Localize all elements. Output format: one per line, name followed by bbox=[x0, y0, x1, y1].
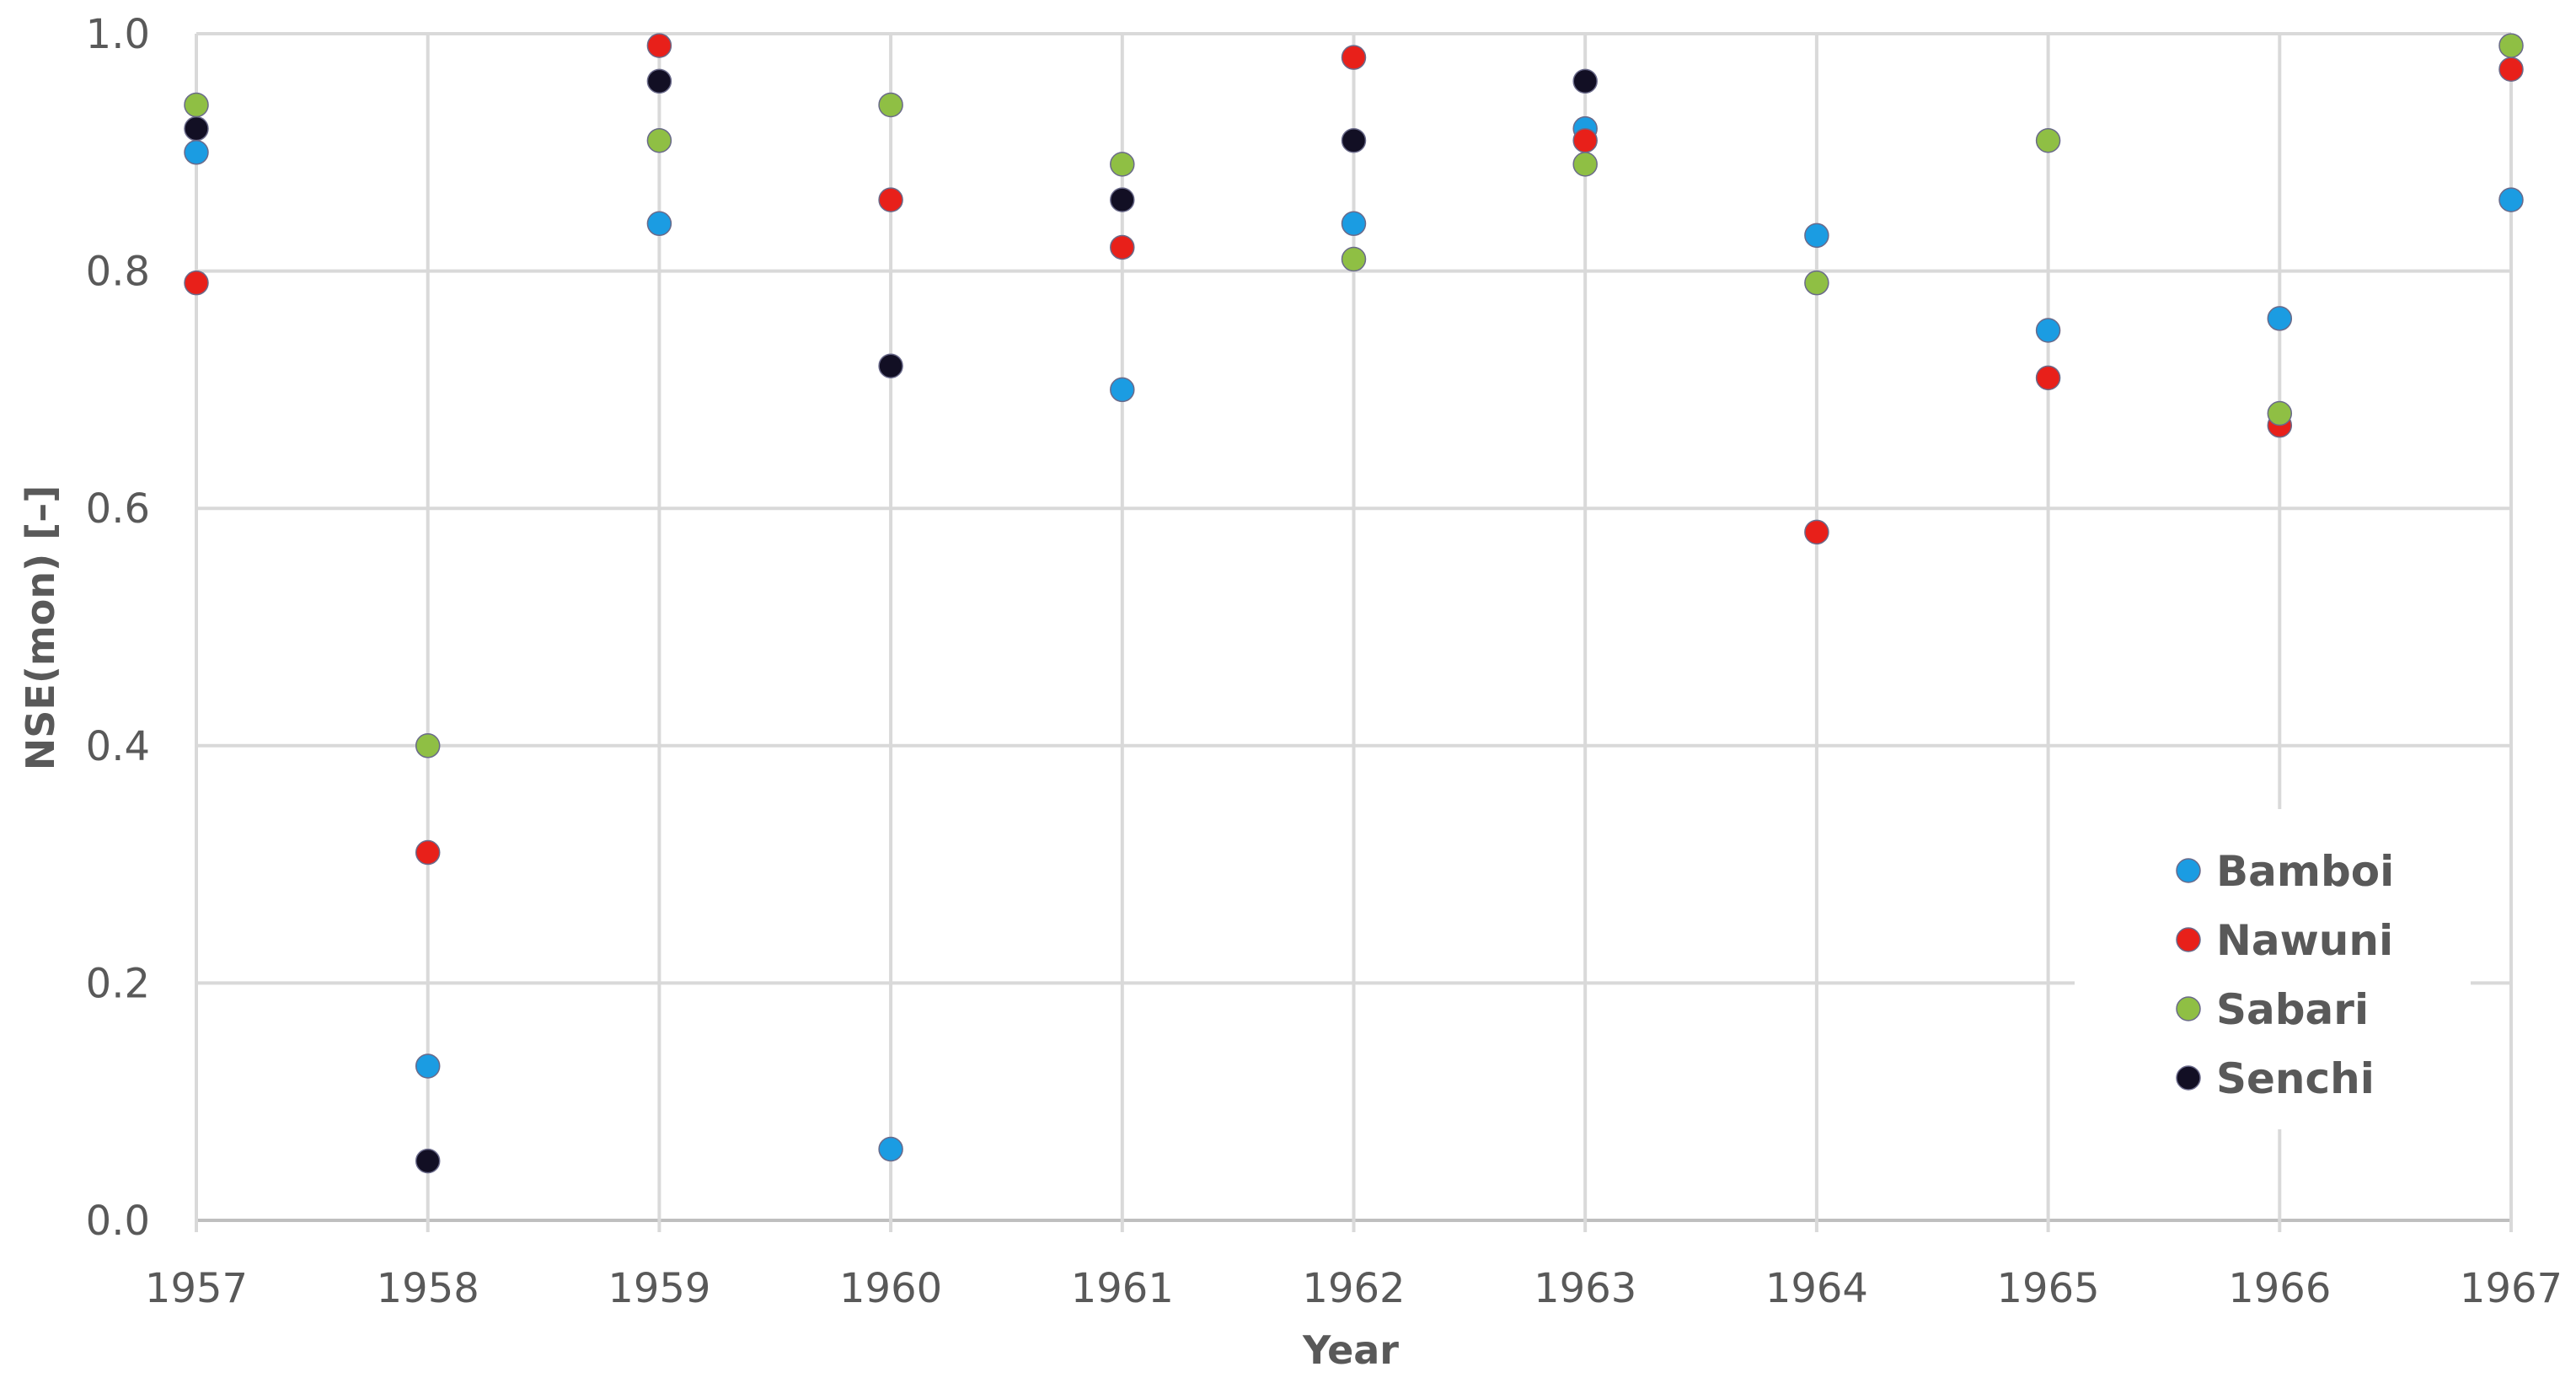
point-bamboi bbox=[2267, 306, 2293, 331]
point-sabari bbox=[1804, 270, 1829, 296]
point-bamboi bbox=[2035, 318, 2061, 343]
point-nawuni bbox=[1804, 519, 1829, 545]
y-axis-ticks: 0.0 0.2 0.4 0.6 0.8 1.0 bbox=[86, 11, 150, 1245]
point-nawuni bbox=[1572, 127, 1598, 153]
x-tick-label: 1959 bbox=[608, 1265, 710, 1312]
point-senchi bbox=[1341, 127, 1367, 153]
legend-label-senchi: Senchi bbox=[2216, 1054, 2375, 1103]
point-nawuni bbox=[1110, 234, 1135, 260]
y-tick-label: 1.0 bbox=[86, 11, 150, 58]
x-tick-label: 1965 bbox=[1997, 1265, 2100, 1312]
point-sabari bbox=[2035, 127, 2061, 153]
point-bamboi bbox=[646, 211, 672, 237]
point-sabari bbox=[2267, 400, 2293, 426]
legend-label-bamboi: Bamboi bbox=[2216, 847, 2394, 896]
legend-background bbox=[2075, 809, 2471, 1129]
point-sabari bbox=[415, 733, 441, 759]
point-bamboi bbox=[415, 1053, 441, 1079]
point-senchi bbox=[1110, 187, 1135, 212]
point-senchi bbox=[415, 1148, 441, 1174]
y-tick-label: 0.0 bbox=[86, 1198, 150, 1245]
x-tick-label: 1961 bbox=[1071, 1265, 1174, 1312]
data-points bbox=[184, 33, 2524, 1174]
point-sabari bbox=[184, 92, 209, 118]
legend-marker-nawuni bbox=[2176, 927, 2201, 952]
point-sabari bbox=[2498, 33, 2524, 58]
x-tick-label: 1960 bbox=[839, 1265, 942, 1312]
point-nawuni bbox=[415, 839, 441, 866]
x-tick-label: 1962 bbox=[1302, 1265, 1405, 1312]
point-senchi bbox=[878, 353, 903, 378]
y-tick-label: 0.8 bbox=[86, 249, 150, 296]
x-tick-label: 1967 bbox=[2460, 1265, 2563, 1312]
legend-marker-sabari bbox=[2176, 996, 2201, 1021]
x-tick-label: 1957 bbox=[145, 1265, 248, 1312]
x-tick-label: 1966 bbox=[2228, 1265, 2331, 1312]
legend: Bamboi Nawuni Sabari Senchi bbox=[2075, 809, 2471, 1129]
point-bamboi bbox=[1341, 211, 1367, 237]
legend-label-nawuni: Nawuni bbox=[2216, 916, 2393, 965]
y-tick-label: 0.4 bbox=[86, 723, 150, 770]
x-tick-label: 1964 bbox=[1765, 1265, 1868, 1312]
point-sabari bbox=[1341, 246, 1367, 272]
y-tick-label: 0.2 bbox=[86, 960, 150, 1007]
point-bamboi bbox=[184, 140, 209, 165]
legend-marker-senchi bbox=[2176, 1065, 2201, 1091]
point-nawuni bbox=[646, 33, 672, 58]
point-senchi bbox=[646, 68, 672, 94]
point-nawuni bbox=[2035, 365, 2061, 391]
point-bamboi bbox=[878, 1136, 903, 1162]
point-bamboi bbox=[2498, 187, 2524, 212]
point-nawuni bbox=[184, 270, 209, 296]
x-tick-label: 1958 bbox=[377, 1265, 479, 1312]
y-tick-label: 0.6 bbox=[86, 485, 150, 533]
point-senchi bbox=[184, 115, 209, 142]
point-bamboi bbox=[1804, 222, 1829, 249]
point-nawuni bbox=[1341, 45, 1367, 70]
x-tick-label: 1963 bbox=[1534, 1265, 1636, 1312]
point-senchi bbox=[1572, 68, 1598, 94]
point-sabari bbox=[878, 92, 903, 118]
point-nawuni bbox=[878, 187, 903, 212]
point-sabari bbox=[1110, 152, 1135, 177]
y-axis-title: NSE(mon) [–] bbox=[18, 485, 63, 770]
point-sabari bbox=[646, 127, 672, 153]
legend-label-sabari: Sabari bbox=[2216, 985, 2369, 1034]
point-bamboi bbox=[1110, 377, 1135, 403]
x-axis-title: Year bbox=[1302, 1327, 1399, 1373]
legend-marker-bamboi bbox=[2176, 858, 2201, 883]
point-sabari bbox=[1572, 152, 1598, 177]
x-axis-ticks: 1957 1958 1959 1960 1961 1962 1963 1964 1965 1966… bbox=[145, 1265, 2563, 1312]
point-nawuni bbox=[2498, 56, 2524, 82]
